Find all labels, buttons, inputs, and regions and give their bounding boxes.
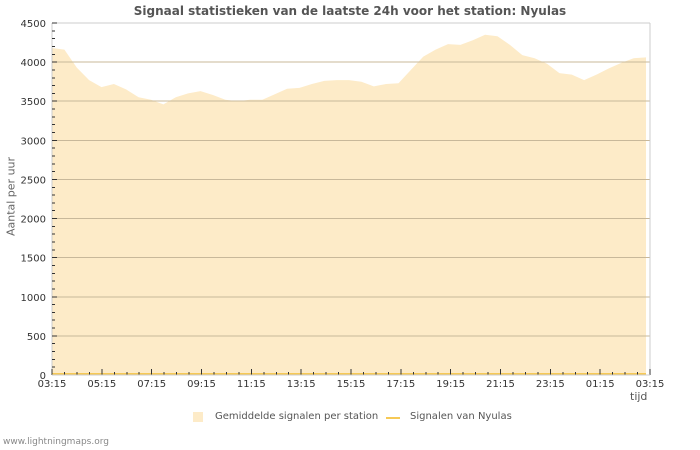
- x-tick-label: 01:15: [586, 379, 615, 390]
- x-tick-label: 11:15: [237, 379, 266, 390]
- average-signals-area: [52, 34, 646, 375]
- legend-area-swatch: [193, 412, 203, 422]
- y-tick-label: 4000: [21, 58, 46, 69]
- y-tick-label: 3500: [21, 97, 46, 108]
- legend-label-station: Signalen van Nyulas: [410, 411, 512, 422]
- x-tick-label: 13:15: [287, 379, 316, 390]
- x-tick-label: 21:15: [486, 379, 515, 390]
- x-tick-label: 15:15: [337, 379, 366, 390]
- x-tick-label: 23:15: [536, 379, 565, 390]
- chart-title: Signaal statistieken van de laatste 24h …: [133, 4, 567, 18]
- y-tick-label: 3000: [21, 136, 46, 147]
- x-tick-label: 03:15: [38, 379, 67, 390]
- x-tick-label: 17:15: [386, 379, 415, 390]
- x-tick-label: 03:15: [636, 379, 665, 390]
- y-tick-label: 2000: [21, 215, 46, 226]
- y-tick-label: 1500: [21, 254, 46, 265]
- y-tick-label: 0: [40, 371, 46, 382]
- x-tick-label: 09:15: [187, 379, 216, 390]
- x-axis-label: tijd: [630, 390, 648, 403]
- y-tick-label: 2500: [21, 175, 46, 186]
- y-tick-label: 1000: [21, 293, 46, 304]
- legend-label-average: Gemiddelde signalen per station: [215, 411, 379, 422]
- x-tick-label: 05:15: [87, 379, 116, 390]
- x-tick-label: 07:15: [137, 379, 166, 390]
- footer-source: www.lightningmaps.org: [3, 437, 109, 447]
- x-tick-label: 19:15: [436, 379, 465, 390]
- y-axis-label: Aantal per uur: [4, 156, 18, 237]
- legend-line-swatch: [386, 417, 400, 419]
- y-tick-label: 4500: [21, 19, 46, 30]
- y-tick-label: 500: [27, 332, 46, 343]
